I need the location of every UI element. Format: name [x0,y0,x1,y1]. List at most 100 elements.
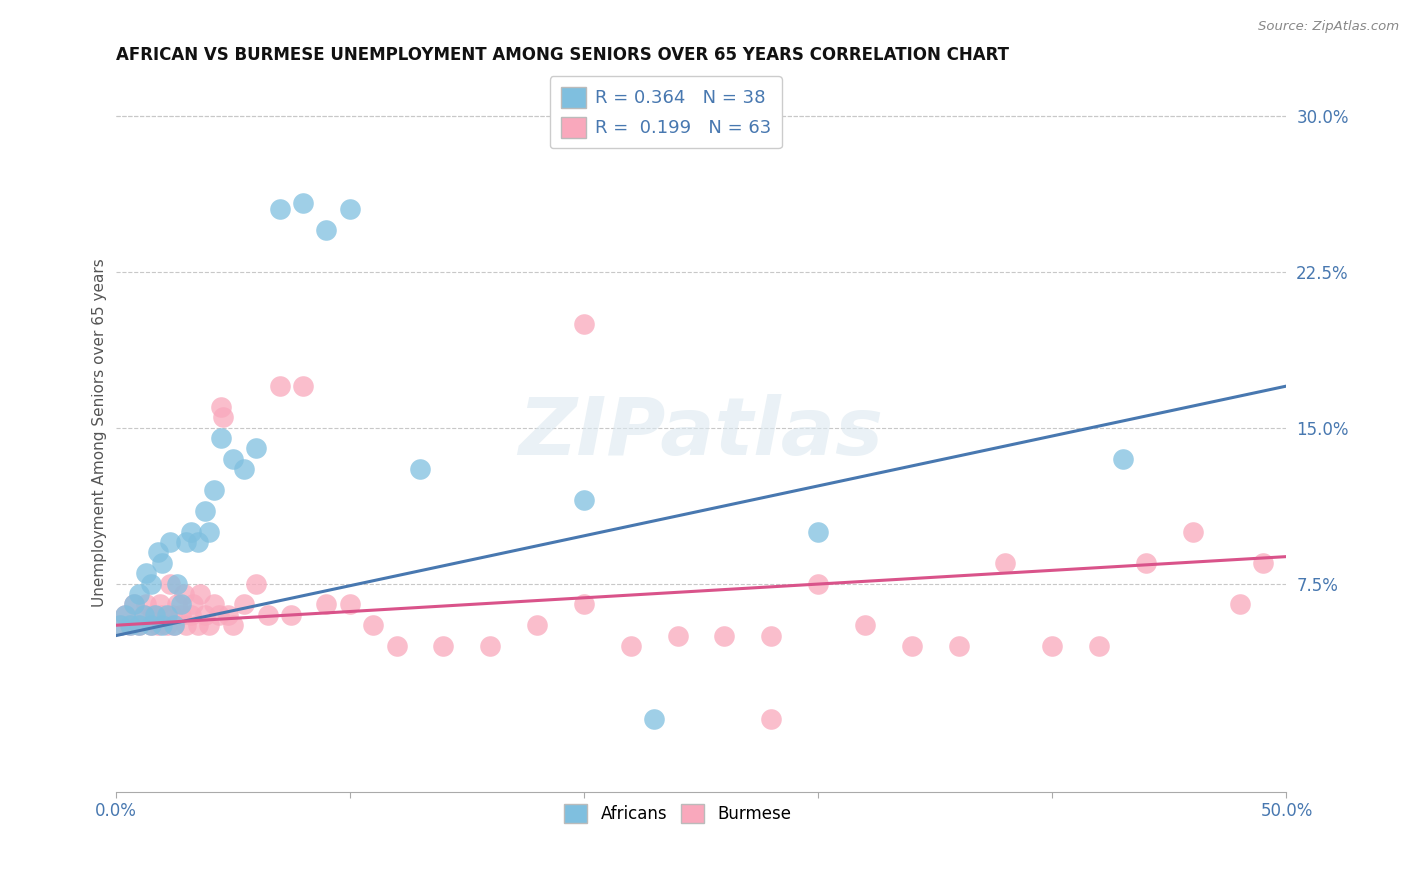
Point [166,598,188,612]
Point [163,618,186,632]
Point [1135,556,1157,570]
Point [152,607,174,622]
Point [142,607,165,622]
Point [257,607,280,622]
Point [807,524,830,539]
Point [1088,639,1111,653]
Point [114,607,136,622]
Point [159,576,181,591]
Point [180,524,202,539]
Point [139,618,162,632]
Point [1251,556,1274,570]
Point [209,400,232,414]
Text: AFRICAN VS BURMESE UNEMPLOYMENT AMONG SENIORS OVER 65 YEARS CORRELATION CHART: AFRICAN VS BURMESE UNEMPLOYMENT AMONG SE… [115,46,1008,64]
Point [1111,451,1133,466]
Point [181,598,204,612]
Point [807,576,830,591]
Point [174,618,197,632]
Point [948,639,970,653]
Point [269,379,291,393]
Point [194,504,217,518]
Point [761,712,783,726]
Point [291,196,314,211]
Point [145,607,167,622]
Point [187,535,209,549]
Point [245,576,267,591]
Point [269,202,291,217]
Point [128,587,150,601]
Legend: Africans, Burmese: Africans, Burmese [557,797,799,830]
Point [245,442,267,456]
Point [202,483,225,497]
Point [124,598,146,612]
Point [526,618,548,632]
Point [110,618,132,632]
Point [187,618,209,632]
Point [156,607,179,622]
Point [479,639,502,653]
Point [222,451,245,466]
Point [713,629,735,643]
Point [156,618,179,632]
Point [339,598,361,612]
Point [432,639,454,653]
Point [118,618,141,632]
Point [361,618,384,632]
Point [280,607,302,622]
Point [135,598,157,612]
Point [114,607,136,622]
Point [146,545,169,559]
Point [160,607,183,622]
Point [152,556,174,570]
Point [170,598,193,612]
Point [291,379,314,393]
Point [1229,598,1251,612]
Point [174,535,197,549]
Point [180,607,202,622]
Point [315,598,337,612]
Y-axis label: Unemployment Among Seniors over 65 years: Unemployment Among Seniors over 65 years [93,259,107,607]
Point [217,607,239,622]
Point [901,639,924,653]
Point [572,598,595,612]
Point [620,639,643,653]
Text: Source: ZipAtlas.com: Source: ZipAtlas.com [1258,20,1399,33]
Point [315,223,337,237]
Point [572,317,595,331]
Point [159,535,181,549]
Point [198,524,221,539]
Text: ZIPatlas: ZIPatlas [519,394,883,472]
Point [222,618,245,632]
Point [132,607,155,622]
Point [212,410,235,425]
Point [118,618,141,632]
Point [170,607,193,622]
Point [166,576,188,591]
Point [132,607,155,622]
Point [139,576,162,591]
Point [208,607,231,622]
Point [124,598,146,612]
Point [188,587,211,601]
Point [1181,524,1204,539]
Point [198,618,221,632]
Point [194,607,217,622]
Point [385,639,408,653]
Point [202,598,225,612]
Point [853,618,876,632]
Point [666,629,689,643]
Point [128,618,150,632]
Point [152,618,174,632]
Point [761,629,783,643]
Point [572,493,595,508]
Point [163,618,186,632]
Point [994,556,1017,570]
Point [1040,639,1063,653]
Point [173,587,195,601]
Point [110,618,132,632]
Point [146,618,169,632]
Point [209,431,232,445]
Point [233,462,256,476]
Point [139,618,162,632]
Point [128,618,150,632]
